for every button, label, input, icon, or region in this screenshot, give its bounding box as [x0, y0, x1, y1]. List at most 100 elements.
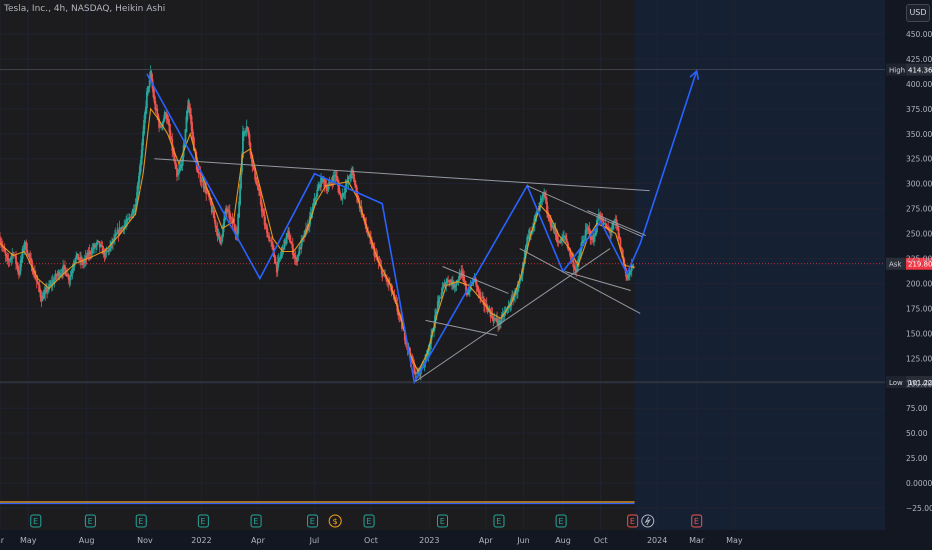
candle-body-114	[106, 251, 109, 253]
candle-body-18	[16, 262, 18, 267]
event-earnings-glyph-9: E	[496, 517, 501, 526]
candle-body-671	[630, 265, 633, 272]
candle-body-500	[469, 282, 472, 291]
candle-body-535	[502, 313, 505, 317]
candle-body-496	[466, 290, 468, 296]
candle-body-170	[159, 125, 161, 127]
candle-body-242	[226, 210, 229, 212]
candle-body-132	[123, 225, 126, 230]
candle-body-594	[558, 240, 561, 242]
candle-body-581	[546, 201, 548, 214]
candle-body-483	[453, 286, 456, 288]
candle-body-226	[211, 209, 214, 211]
candle-body-307	[288, 231, 290, 240]
low-label-bg	[886, 376, 906, 389]
candle-body-259	[242, 131, 245, 137]
candle-body-589	[553, 227, 556, 230]
candle-body-99	[92, 249, 95, 250]
candle-body-90	[83, 259, 86, 263]
history-zone	[0, 0, 635, 530]
candle-body-390	[366, 228, 369, 233]
candle-body-156	[145, 91, 148, 109]
y-tick-label-8: 250.00	[906, 230, 932, 239]
candle-body-302	[283, 239, 286, 250]
candle-body-296	[277, 258, 280, 264]
candle-body-38	[34, 276, 37, 280]
candle-body-576	[541, 195, 544, 200]
candle-body-475	[446, 279, 449, 284]
candle-body-457	[429, 342, 432, 349]
candle-body-29	[26, 249, 29, 255]
candle-body-256	[240, 168, 242, 189]
candle-body-359	[337, 179, 339, 186]
candle-body-173	[161, 121, 164, 127]
candle-body-467	[438, 297, 441, 300]
candle-body-423	[397, 309, 400, 316]
candle-body-197	[184, 129, 187, 143]
candle-body-498	[467, 289, 470, 295]
candle-body-124	[115, 233, 118, 235]
candle-body-635	[596, 218, 599, 223]
candle-body-347	[325, 185, 328, 191]
event-earnings-11	[627, 514, 639, 528]
candle-body-561	[527, 235, 530, 239]
candle-body-53	[48, 284, 51, 286]
candle-body-338	[317, 187, 320, 191]
event-earnings-2	[135, 514, 147, 528]
candle-body-163	[152, 86, 155, 98]
candle-body-488	[458, 274, 461, 281]
x-tick-label-6: Jul	[309, 536, 320, 545]
candle-body-531	[499, 321, 501, 324]
candle-body-205	[192, 131, 194, 140]
candle-body-258	[242, 131, 244, 158]
candle-body-54	[49, 282, 52, 286]
projection-arrowhead	[689, 69, 700, 80]
candle-body-521	[489, 311, 492, 318]
candle-body-37	[33, 271, 36, 278]
candle-body-264	[247, 129, 250, 136]
candle-body-7	[5, 254, 8, 258]
candle-body-221	[207, 192, 209, 194]
currency-button[interactable]: USD	[906, 4, 930, 22]
candle-body-530	[498, 320, 500, 325]
candle-body-472	[443, 282, 446, 286]
candle-body-27	[24, 241, 27, 245]
candle-body-654	[614, 219, 617, 222]
candle-body-49	[45, 287, 48, 291]
candle-body-157	[146, 86, 149, 95]
candle-body-306	[287, 230, 289, 235]
candle-body-554	[520, 274, 523, 279]
y-tick-label-16: 50.00	[906, 429, 928, 438]
candle-body-295	[276, 261, 279, 271]
candle-body-305	[286, 233, 289, 239]
candle-body-601	[564, 235, 567, 240]
candle-body-278	[260, 202, 263, 212]
candle-body-227	[212, 210, 215, 218]
candle-body-83	[77, 254, 80, 261]
candle-body-524	[492, 317, 495, 322]
candle-body-407	[382, 274, 385, 276]
candle-body-94	[87, 253, 90, 256]
candle-body-133	[124, 224, 127, 227]
candle-body-624	[586, 227, 589, 230]
candle-body-189	[177, 173, 179, 176]
candle-body-176	[164, 113, 167, 115]
candle-body-636	[597, 213, 600, 220]
high-value: 414.36	[908, 67, 932, 75]
candle-body-167	[156, 108, 159, 116]
candle-body-487	[457, 280, 460, 282]
candle-body-243	[227, 210, 230, 212]
candle-body-268	[251, 155, 254, 168]
candle-body-341	[320, 177, 322, 188]
candle-body-644	[605, 223, 608, 228]
candle-body-288	[270, 240, 273, 242]
candle-body-85	[79, 257, 81, 260]
candle-body-277	[259, 194, 262, 205]
candle-body-192	[179, 164, 182, 169]
candle-body-191	[178, 167, 181, 172]
x-tick-label-5: Apr	[251, 536, 266, 545]
candle-body-661	[621, 249, 624, 258]
candle-body-575	[540, 198, 543, 203]
candle-body-364	[341, 193, 344, 199]
